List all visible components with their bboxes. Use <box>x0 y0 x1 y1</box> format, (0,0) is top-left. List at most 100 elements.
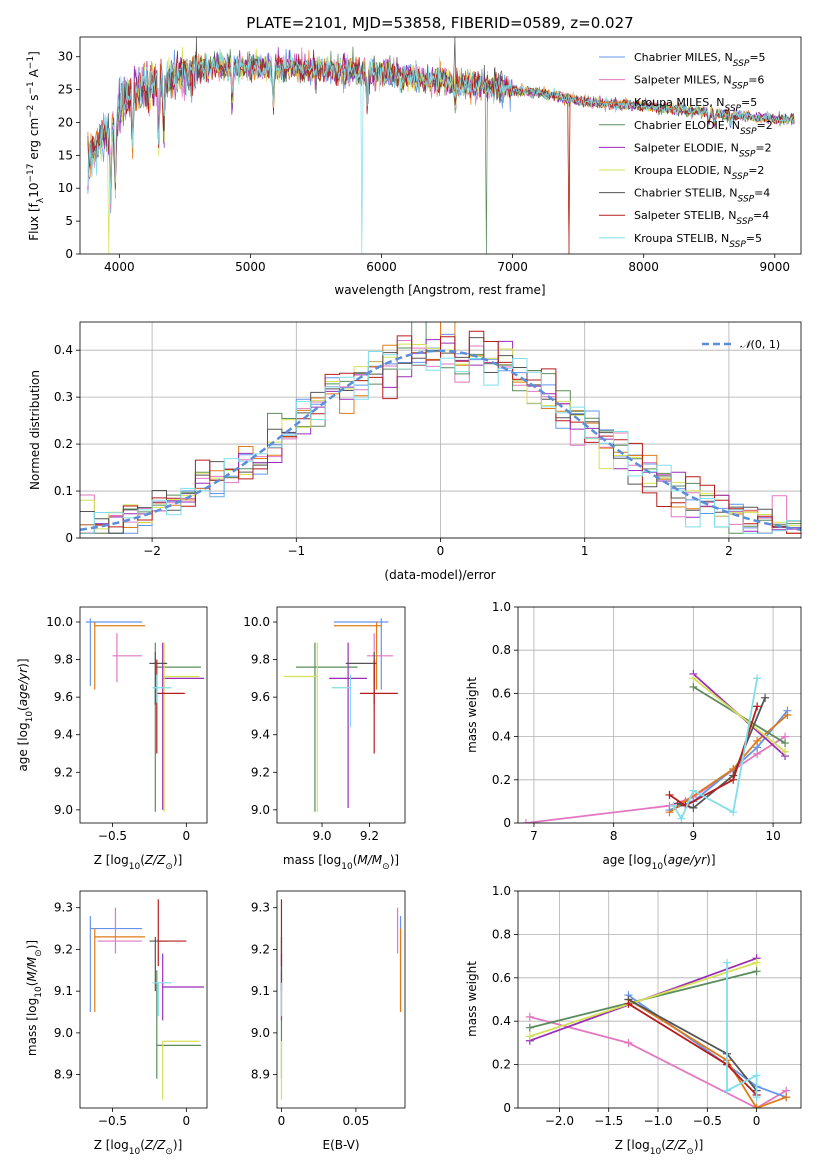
legend-entry: Chabrier ELODIE, NSSP=2 <box>634 119 773 137</box>
y-tick-label: 15 <box>58 148 73 162</box>
y-tick-label: 25 <box>58 83 73 97</box>
axes-frame <box>276 606 406 824</box>
plot-area <box>80 322 801 534</box>
weight-marker <box>665 808 674 817</box>
label-part: )] <box>173 853 182 867</box>
label-part: mass [log <box>25 998 39 1056</box>
label-part: Flux [f <box>27 202 41 240</box>
label-part: ( <box>353 853 358 867</box>
y-axis-label: mass weight <box>465 961 479 1037</box>
weight-marker <box>752 1104 761 1108</box>
label-part: ( <box>663 853 668 867</box>
y-axis-label: Normed distribution <box>28 370 42 490</box>
x-tick-label: −0.5 <box>693 1114 722 1128</box>
weight-marker <box>752 1071 761 1080</box>
label-part: Salpeter ELODIE, N <box>634 141 739 154</box>
label-part: ⊙ <box>165 1147 173 1157</box>
x-tick-label: 9 <box>690 829 698 843</box>
plot-z_vs_age: −0.5 09.09.29.49.69.810.0Z [log10(Z/Z⊙)]a… <box>16 606 208 872</box>
label-part: =4 <box>754 187 770 200</box>
label-part: SSP <box>732 82 749 92</box>
y-tick-label: 0.8 <box>492 927 511 941</box>
label-part: =5 <box>741 96 757 109</box>
y-tick-label: 9.4 <box>54 728 73 742</box>
x-tick-label: 0 <box>753 1114 761 1128</box>
y-tick-label: 0.1 <box>54 484 73 498</box>
y-tick-label: 0.8 <box>492 643 511 657</box>
y-tick-label: 0 <box>65 247 73 261</box>
x-tick-label: 2 <box>725 544 733 558</box>
axes-frame <box>79 890 208 1109</box>
x-tick-label: 6000 <box>366 260 397 274</box>
x-axis-label: Z [log10(Z/Z⊙)] <box>94 1138 183 1157</box>
label-part: 10 <box>652 862 664 872</box>
normal-curve <box>80 349 801 532</box>
label-part: )] <box>390 853 399 867</box>
x-tick-label: 1 <box>581 544 589 558</box>
label-part: ⊙ <box>165 862 173 872</box>
y-tick-label: 0.2 <box>492 1058 511 1072</box>
label-part: )] <box>694 1138 703 1152</box>
label-part: age [log <box>16 722 30 771</box>
legend-entry: Kroupa MILES, NSSP=5 <box>634 96 757 114</box>
x-tick-label: −1.5 <box>594 1114 623 1128</box>
label-part: =4 <box>753 209 769 222</box>
y-tick-label: 0.4 <box>54 343 73 357</box>
y-tick-label: 8.9 <box>54 1068 73 1082</box>
plot-area <box>525 954 791 1108</box>
y-tick-label: 9.8 <box>251 653 270 667</box>
y-tick-label: 9.8 <box>54 653 73 667</box>
plot-area <box>280 899 402 1100</box>
label-part: =6 <box>748 74 764 87</box>
label-part: ] <box>27 51 41 56</box>
label-part: 10 <box>25 711 35 723</box>
x-tick-label: −2.0 <box>545 1114 574 1128</box>
x-tick-label: −1.0 <box>643 1114 672 1128</box>
y-tick-label: 9.6 <box>251 690 270 704</box>
label-part: Salpeter MILES, N <box>634 74 732 87</box>
y-tick-label: 9.1 <box>251 984 270 998</box>
weight-marker <box>624 1038 633 1047</box>
legend-entry: Chabrier MILES, NSSP=5 <box>634 51 766 69</box>
label-part: )] <box>25 940 39 949</box>
weight-series-line <box>529 961 757 1038</box>
axes-frame <box>276 890 406 1109</box>
weight-marker <box>624 999 633 1008</box>
label-part: age/yr <box>16 667 30 706</box>
y-tick-label: 9.2 <box>251 765 270 779</box>
label-part: 10 <box>341 862 353 872</box>
histogram-series <box>80 330 801 534</box>
label-part: Z/Z <box>665 1138 687 1152</box>
y-tick-label: 0.2 <box>492 773 511 787</box>
y-tick-label: 9.2 <box>251 942 270 956</box>
label-part: SSP <box>724 104 741 114</box>
y-tick-label: 5 <box>65 214 73 228</box>
axes-frame <box>79 606 208 824</box>
weight-marker <box>753 674 762 683</box>
weight-marker <box>723 958 732 967</box>
axes-frame <box>79 321 802 539</box>
x-tick-label: 8000 <box>628 260 659 274</box>
plot-area <box>284 618 398 812</box>
label-part: A <box>27 68 41 81</box>
y-tick-label: 20 <box>58 115 73 129</box>
weight-series-line <box>627 998 787 1108</box>
plot-weight_vs_z: −2.0 −1.5 −1.0 −0.5 0 0 0.2 0.4 0.6 0.8 1.0 Z [log1… <box>465 884 802 1157</box>
label-part: Z [log <box>94 853 129 867</box>
x-axis-label: Z [log10(Z/Z⊙)] <box>615 1138 704 1157</box>
y-tick-label: 9.0 <box>251 803 270 817</box>
label-part: Kroupa ELODIE, N <box>634 164 732 177</box>
legend-entry: Salpeter STELIB, NSSP=4 <box>634 209 769 227</box>
label-part: 𝒩 <box>740 338 754 351</box>
y-tick-label: 1.0 <box>492 600 511 614</box>
x-tick-label: 4000 <box>104 260 135 274</box>
weight-marker <box>677 814 686 823</box>
label-part: Kroupa MILES, N <box>634 96 724 109</box>
label-part: Z [log <box>94 1138 129 1152</box>
x-tick-label: 9.2 <box>360 829 379 843</box>
label-part: −1 <box>26 81 36 94</box>
label-part: =2 <box>757 119 773 132</box>
weight-marker <box>689 674 698 683</box>
axes-frame <box>79 36 802 255</box>
